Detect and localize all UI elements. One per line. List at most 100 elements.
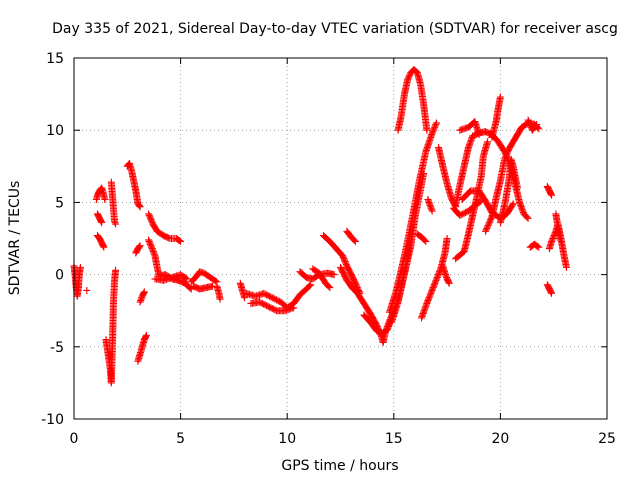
data-point: [523, 213, 531, 221]
series-t42: [526, 240, 543, 251]
data-point: [351, 279, 359, 287]
data-point: [535, 243, 543, 251]
chart-title: Day 335 of 2021, Sidereal Day-to-day VTE…: [52, 21, 618, 37]
y-tick-labels: -10 -5 0 5 10 15: [41, 51, 64, 428]
axis-ticks: [73, 57, 608, 420]
data-point: [150, 250, 158, 258]
data-point: [325, 283, 333, 291]
data-point: [351, 237, 359, 245]
series-t7: [136, 288, 148, 306]
data-point: [549, 235, 557, 242]
data-point: [432, 119, 440, 127]
data-point: [146, 213, 154, 221]
series-t27: [394, 66, 431, 134]
data-point: [524, 214, 532, 222]
data-point: [83, 286, 91, 294]
y-tick-label: 10: [46, 123, 64, 139]
data-point: [425, 294, 433, 302]
grid: [74, 58, 607, 419]
y-tick-label: -5: [50, 340, 64, 356]
series-t19: [309, 265, 334, 292]
data-point: [98, 219, 106, 227]
data-point: [428, 286, 436, 294]
series-t32: [439, 262, 453, 287]
y-axis-label: SDTVAR / TECUs: [7, 181, 23, 296]
data-point: [147, 242, 155, 250]
data-point: [100, 243, 108, 251]
data-point: [513, 184, 521, 192]
data-point: [475, 131, 483, 139]
data-point: [508, 201, 516, 209]
data-point: [483, 224, 491, 232]
data-point: [504, 148, 512, 156]
series-t11: [151, 271, 191, 284]
series-t9: [145, 210, 185, 245]
data-point: [429, 128, 437, 136]
series-t22: [343, 227, 359, 245]
series-t26: [388, 170, 428, 326]
data-point: [183, 275, 191, 283]
data-point: [146, 240, 154, 248]
data-point: [145, 237, 153, 245]
data-point: [429, 284, 437, 292]
data-point: [486, 217, 494, 225]
series-t44: [543, 281, 556, 297]
data-point: [112, 266, 120, 274]
data-point: [341, 258, 349, 266]
data-point: [431, 278, 439, 286]
y-tick-label: -10: [41, 412, 64, 428]
data-point: [430, 282, 438, 290]
data-point: [428, 129, 436, 137]
series-t17: [247, 298, 298, 315]
data-point: [428, 207, 436, 215]
data-point: [148, 243, 156, 251]
data-point: [339, 252, 347, 260]
data-point: [485, 219, 493, 227]
y-tick-label: 0: [55, 268, 64, 284]
data-point: [149, 246, 157, 254]
data-point: [426, 291, 434, 299]
series-t12: [187, 268, 221, 286]
data-point: [177, 237, 185, 245]
data-point: [434, 272, 442, 280]
series-t35: [452, 138, 492, 263]
data-point: [431, 122, 439, 130]
data-point: [432, 276, 440, 284]
data-point: [548, 289, 556, 297]
series-t15: [236, 279, 249, 302]
data-point: [421, 236, 429, 244]
y-tick-label: 15: [46, 51, 64, 67]
data-point: [306, 282, 314, 290]
data-point: [476, 198, 484, 206]
data-point: [427, 289, 435, 297]
data-point: [176, 237, 184, 245]
series-t28: [413, 230, 430, 245]
data-point: [430, 125, 438, 133]
data-point: [404, 76, 412, 84]
data-point: [548, 236, 556, 244]
data-point: [502, 151, 510, 159]
data-point: [509, 200, 517, 208]
series-t5: [123, 159, 144, 211]
data-point: [533, 120, 541, 128]
data-point: [503, 149, 511, 157]
data-point: [431, 123, 439, 131]
y-tick-label: 5: [55, 195, 64, 211]
data-point: [435, 269, 443, 277]
series-t43: [543, 183, 556, 199]
data-point: [135, 202, 143, 210]
data-point: [424, 295, 432, 303]
series-t8: [134, 331, 150, 365]
series-t6: [132, 242, 144, 257]
data-point: [406, 71, 414, 79]
data-point: [445, 279, 453, 287]
series-t1: [92, 184, 109, 204]
series-t30: [424, 196, 436, 215]
data-point: [483, 223, 491, 231]
series-t4: [102, 266, 120, 387]
data-point: [340, 255, 348, 263]
series-t2: [93, 210, 106, 227]
data-point: [145, 211, 153, 219]
data-point: [426, 292, 434, 300]
data-point: [146, 214, 154, 222]
